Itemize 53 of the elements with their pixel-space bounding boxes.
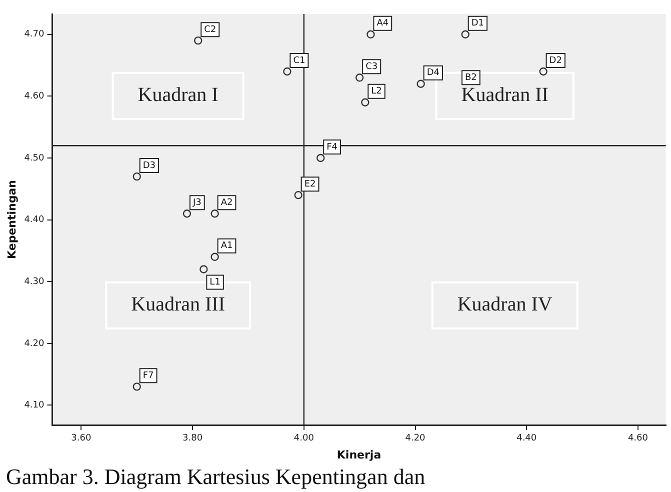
point [132,382,141,391]
annotation: Kuadran II [461,84,548,106]
point [539,67,548,76]
annotation: L2 [371,86,382,97]
annotation: F7 [142,371,154,382]
x-axis-title: Kinerja [336,448,382,462]
x-tick-label: 4.40 [516,434,537,444]
y-axis-title: Kepentingan [5,180,18,259]
annotation: C1 [293,56,306,66]
point [132,172,141,181]
annotation: C3 [366,62,378,72]
x-tick-label: 3.60 [71,434,92,444]
y-tick-label: 4.30 [24,276,45,287]
text: Gambar 3. Diagram Kartesius Kepentingan dan [6,464,426,490]
annotation: A4 [376,18,389,29]
point [461,30,470,38]
point [366,30,375,38]
point [355,74,364,82]
annotation: Kuadran IV [457,294,553,316]
annotation: D1 [471,18,484,29]
annotation: Kuadran I [138,84,218,106]
annotation: A1 [220,241,233,252]
annotation: C2 [204,24,216,35]
annotation: D2 [549,56,562,66]
point [200,265,208,274]
point [283,67,292,76]
y-tick-label: 4.20 [24,338,45,349]
annotation: F4 [326,142,338,152]
point [194,36,202,45]
y-tick-label: 4.50 [24,153,45,164]
point [416,80,425,88]
y-tick-label: 4.10 [24,400,45,411]
x-tick-label: 3.80 [182,434,203,444]
y-tick-label: 4.60 [24,92,45,102]
annotation: Kuadran III [131,294,225,316]
point [361,98,370,106]
annotation: E2 [304,179,316,190]
annotation: D4 [426,68,440,78]
annotation: D3 [142,160,156,171]
y-tick-label: 4.40 [24,215,45,226]
point [316,154,325,162]
point [210,210,219,218]
x-tick-label: 4.00 [294,434,314,444]
point [210,252,219,261]
point [182,210,192,218]
point [294,190,302,200]
annotation: A2 [220,198,233,208]
x-tick-label: 4.20 [405,434,426,444]
annotation: L1 [210,278,220,288]
annotation: J3 [192,198,202,208]
y-tick-label: 4.70 [24,30,45,40]
annotation: B2 [464,73,477,83]
x-tick-label: 4.60 [628,434,648,444]
